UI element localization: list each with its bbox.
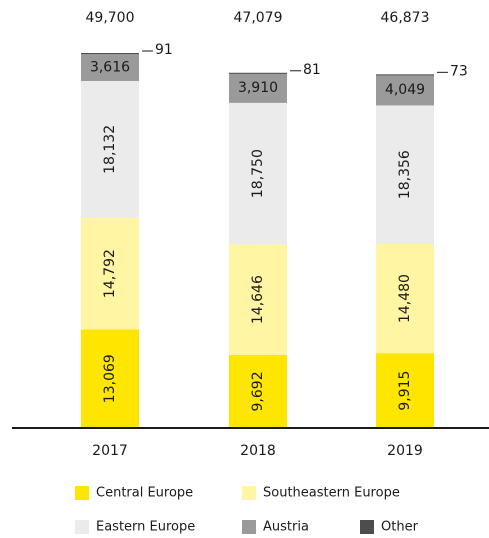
segment-label: 13,069 xyxy=(102,354,118,403)
segment-label: 14,480 xyxy=(397,274,413,323)
segment-label: 18,750 xyxy=(250,149,266,198)
total-label: 46,873 xyxy=(381,10,430,26)
bar-segment xyxy=(376,243,434,354)
total-label: 49,700 xyxy=(86,10,135,26)
segment-label: 73 xyxy=(450,63,468,79)
x-tick-label: 2018 xyxy=(240,443,276,459)
bar-segment xyxy=(376,74,434,106)
segment-label: 9,915 xyxy=(397,371,413,411)
legend-swatch xyxy=(75,520,89,534)
legend-swatch xyxy=(242,520,256,534)
bar-segment xyxy=(81,80,139,218)
bar-segment xyxy=(376,105,434,244)
legend-label: Southeastern Europe xyxy=(263,486,400,501)
segment-label: 81 xyxy=(303,62,321,78)
legend-label: Central Europe xyxy=(96,486,193,501)
x-tick-label: 2017 xyxy=(92,443,128,459)
segment-label: 18,356 xyxy=(397,150,413,199)
segment-label: 3,910 xyxy=(238,80,278,96)
legend-label: Austria xyxy=(263,520,309,535)
bar-segment xyxy=(229,73,287,103)
legend-swatch xyxy=(75,486,89,500)
bar-segment xyxy=(81,53,139,54)
bar-segment xyxy=(229,102,287,245)
bar-segment xyxy=(81,329,139,428)
segment-label: 91 xyxy=(155,42,173,58)
bar-segment xyxy=(376,74,434,76)
segment-label: 14,646 xyxy=(250,275,266,324)
segment-label: 3,616 xyxy=(90,59,130,75)
bar-segment xyxy=(229,72,287,74)
total-label: 47,079 xyxy=(234,10,283,26)
bar-segment xyxy=(229,244,287,355)
bar-segment xyxy=(81,53,139,81)
bar-segment xyxy=(229,354,287,428)
legend-swatch xyxy=(360,520,374,534)
segment-label: 18,132 xyxy=(102,125,118,174)
legend-label: Other xyxy=(381,520,419,535)
x-tick-label: 2019 xyxy=(387,443,423,459)
legend-swatch xyxy=(242,486,256,500)
segment-label: 4,049 xyxy=(385,82,425,98)
segment-label: 9,692 xyxy=(250,371,266,411)
segment-label: 14,792 xyxy=(102,249,118,298)
legend-label: Eastern Europe xyxy=(96,520,195,535)
bar-segment xyxy=(81,217,139,330)
bar-segment xyxy=(376,353,434,428)
